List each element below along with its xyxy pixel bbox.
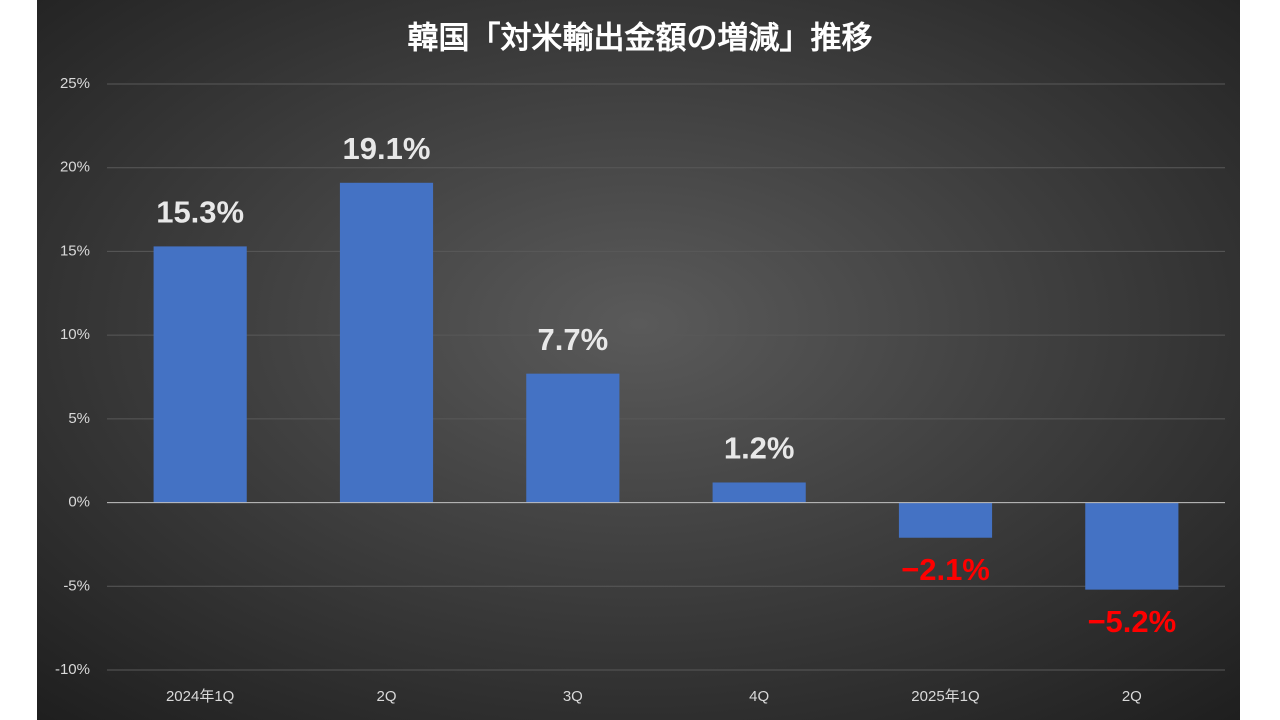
- bar: [1085, 502, 1179, 590]
- value-label: 1.2%: [724, 431, 795, 466]
- y-tick-label: 5%: [68, 410, 90, 427]
- bar: [153, 246, 247, 503]
- y-tick-label: 15%: [60, 242, 90, 259]
- value-label: −2.1%: [901, 552, 990, 587]
- x-tick-label: 4Q: [749, 688, 769, 705]
- value-label: 19.1%: [343, 131, 431, 166]
- bar: [898, 502, 993, 538]
- chart-title: 韓国「対米輸出金額の増減」推移: [408, 21, 873, 57]
- value-label: 15.3%: [156, 195, 244, 230]
- value-label: 7.7%: [537, 322, 608, 357]
- x-tick-label: 3Q: [563, 688, 583, 705]
- bar: [712, 482, 806, 503]
- y-tick-label: 25%: [60, 75, 90, 92]
- y-tick-label: -5%: [63, 577, 90, 594]
- x-tick-label: 2Q: [1122, 688, 1142, 705]
- y-tick-label: -10%: [55, 661, 90, 678]
- bar: [526, 373, 620, 503]
- x-tick-label: 2Q: [376, 688, 396, 705]
- y-tick-label: 0%: [68, 494, 90, 511]
- x-tick-label: 2025年1Q: [911, 688, 979, 705]
- x-tick-label: 2024年1Q: [166, 688, 234, 705]
- bar: [339, 182, 434, 503]
- y-tick-label: 20%: [60, 159, 90, 176]
- value-label: −5.2%: [1087, 604, 1176, 639]
- y-tick-label: 10%: [60, 326, 90, 343]
